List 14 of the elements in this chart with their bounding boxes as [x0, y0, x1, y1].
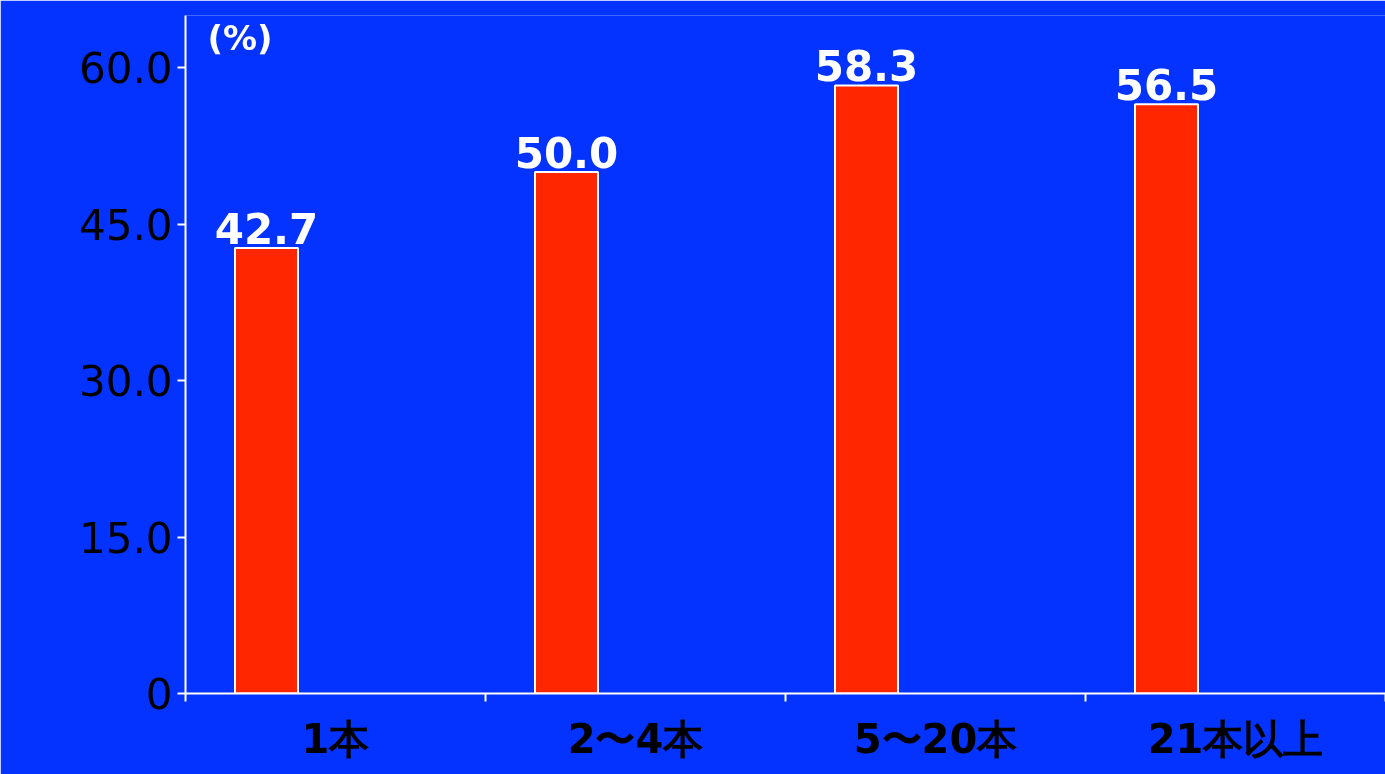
y-tick-label: 60.0 — [78, 44, 173, 94]
x-tick-label: 5〜20本 — [853, 715, 1018, 762]
data-label: 58.3 — [814, 42, 919, 92]
y-tick-label: 15.0 — [78, 513, 173, 563]
x-tick-label: 21本以上 — [1147, 715, 1324, 762]
y-tick-label: 0 — [145, 670, 173, 719]
y-tick-label: 30.0 — [78, 357, 173, 407]
x-tick-label: 2〜4本 — [567, 715, 704, 762]
data-label: 56.5 — [1114, 61, 1219, 111]
y-axis-title: (%) — [207, 17, 273, 58]
x-tick-label: 1本 — [301, 715, 370, 762]
data-label: 50.0 — [514, 128, 619, 178]
data-label: 42.7 — [214, 205, 319, 255]
y-tick-label: 45.0 — [78, 200, 173, 250]
